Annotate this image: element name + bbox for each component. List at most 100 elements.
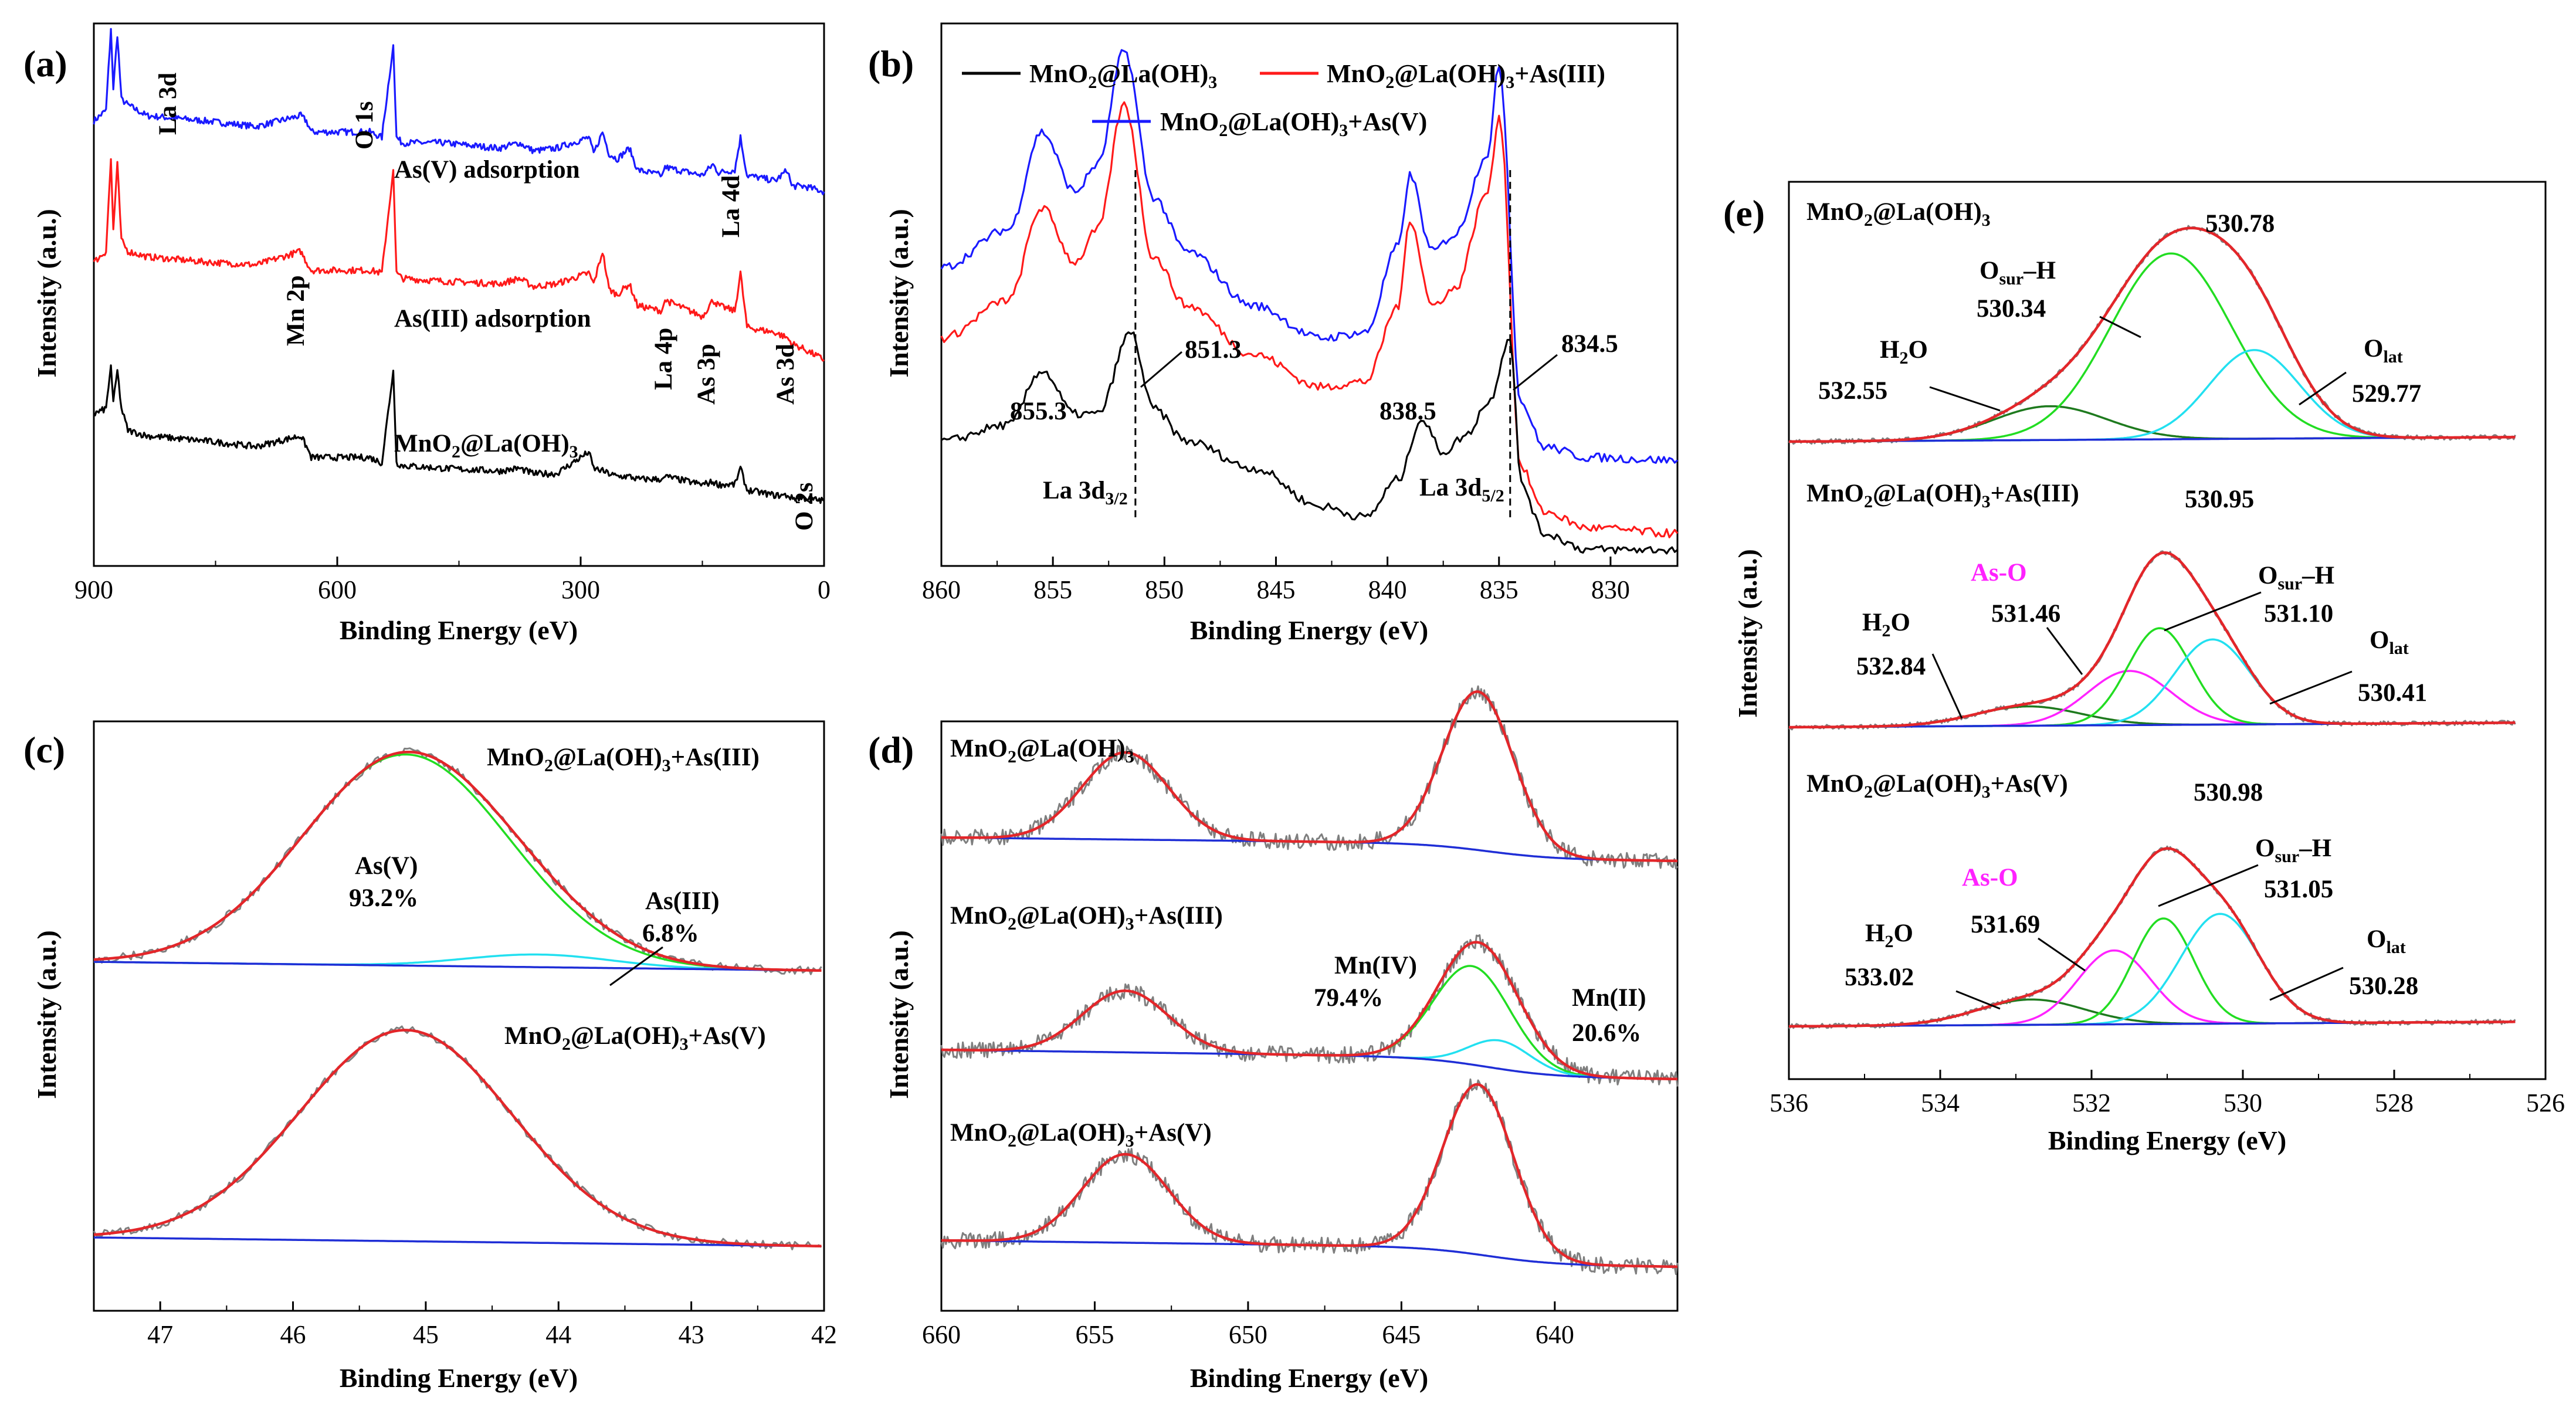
raw-e-0: [1788, 225, 2516, 445]
fit-d-2: [941, 1083, 1677, 1269]
annotation-la3d32: La 3d3/2: [1043, 477, 1128, 508]
label-olat-1: Olat: [2364, 335, 2403, 367]
arrow-osurh-3: [2158, 864, 2259, 907]
ylabel-b: Intensity (a.u.): [884, 209, 914, 378]
panel-b: (b) 860 855 850 845 840 835 830 MnO2@La(OH)3 M…: [868, 22, 1679, 645]
annotation-la3d: La 3d: [154, 73, 182, 135]
label-osurh-1: Osur–H: [1980, 257, 2056, 289]
ticks-b-xtick-label: 835: [1480, 575, 1519, 604]
legend-label-mno2: MnO2@La(OH)3: [1029, 59, 1217, 92]
xlabel-a: Binding Energy (eV): [340, 615, 578, 645]
label-mnii-pct: 20.6%: [1572, 1019, 1641, 1047]
raw-d-0: [940, 685, 1679, 870]
arrow-asiii: [609, 946, 663, 986]
label-asiii: As(III): [645, 887, 720, 915]
peak-e-1: 530.78: [2205, 210, 2275, 238]
label-e-3: MnO2@La(OH)3+As(V): [1806, 770, 2068, 802]
arrow-aso-3: [2038, 937, 2086, 972]
series-group-b: [940, 49, 1679, 555]
ticks-b-xtick-label: 830: [1591, 575, 1630, 604]
label-d-1: MnO2@La(OH)3: [950, 735, 1134, 767]
annotation-asiii-adsorption: As(III) adsorption: [394, 305, 591, 333]
ticks-c-xtick-label: 45: [413, 1320, 439, 1349]
label-asv: As(V): [355, 852, 418, 880]
raw-c-0: [93, 747, 822, 975]
ticks-a-xtick-label: 900: [74, 575, 113, 604]
value-osurh-2: 531.10: [2264, 600, 2333, 628]
panel-label-c: (c): [23, 729, 65, 771]
label-e-2: MnO2@La(OH)3+As(III): [1806, 480, 2079, 511]
raw-c-1: [93, 1025, 822, 1250]
label-asiii-pct: 6.8%: [642, 920, 699, 947]
ticks-d-xtick-label: 645: [1382, 1320, 1421, 1349]
ticks-d-xtick-label: 660: [922, 1320, 961, 1349]
arrow-osurh-2: [2164, 591, 2262, 632]
series-b-0: [940, 49, 1679, 464]
value-h2o-2: 532.84: [1856, 653, 1926, 680]
ticks-b-xtick-label: 855: [1033, 575, 1072, 604]
label-d-3: MnO2@La(OH)3+As(V): [950, 1119, 1212, 1151]
fit-e-1: [1789, 551, 2516, 729]
ylabel-a: Intensity (a.u.): [32, 209, 62, 378]
component-c-0: [93, 753, 822, 972]
label-e-1: MnO2@La(OH)3: [1806, 198, 1991, 230]
fit-d-1: [941, 941, 1678, 1081]
series-b-2: [941, 331, 1679, 555]
annotation-855-3: 855.3: [1010, 398, 1067, 425]
value-olat-3: 530.28: [2349, 972, 2418, 1000]
ticks-c-xtick-label: 42: [811, 1320, 837, 1349]
value-h2o-3: 533.02: [1845, 964, 1914, 991]
panel-c: (c) 47 46 45 44 43 42 Binding Energy (eV) Int…: [23, 720, 837, 1393]
axes-frame-b: [940, 22, 1679, 567]
ticks-e-xtick-label: 530: [2224, 1089, 2262, 1117]
legend-label-asiii: MnO2@La(OH)3+As(III): [1327, 59, 1605, 92]
arrow-h2o-1: [1929, 386, 2001, 412]
annotation-834-5: 834.5: [1561, 330, 1618, 358]
arrow-h2o-2: [1931, 653, 1963, 719]
ticks-e-xtick-label: 534: [1921, 1089, 1960, 1117]
panel-label-b: (b): [868, 43, 914, 84]
annotation-la4d: La 4d: [717, 175, 745, 238]
ticks-b-xtick-label: 850: [1145, 575, 1184, 604]
annotation-mn2p: Mn 2p: [282, 275, 310, 346]
series-group-d: [940, 685, 1679, 1275]
ticks-d: 660 655 650 645 640: [922, 1301, 1574, 1349]
legend-label-asv: MnO2@La(OH)3+As(V): [1160, 107, 1427, 140]
fit-d-0: [941, 690, 1677, 863]
panel-d: (d) 660 655 650 645 640 Binding Energy (eV) …: [868, 685, 1679, 1393]
legend-b: MnO2@La(OH)3 MnO2@La(OH)3+As(III) MnO2@L…: [962, 59, 1605, 140]
label-h2o-2: H2O: [1862, 609, 1910, 640]
ticks-c-xtick-label: 46: [280, 1320, 306, 1349]
ylabel-e: Intensity (a.u.): [1733, 549, 1762, 718]
fit-e-0: [1789, 226, 2516, 443]
label-c-bottom: MnO2@La(OH)3+As(V): [504, 1022, 766, 1054]
xlabel-d: Binding Energy (eV): [1190, 1363, 1428, 1393]
ticks-c: 47 46 45 44 43 42: [147, 1301, 837, 1349]
arrow-834-5: [1513, 354, 1558, 391]
annotation-la4p: La 4p: [650, 328, 677, 390]
ylabel-d: Intensity (a.u.): [884, 930, 914, 1099]
label-mniv: Mn(IV): [1334, 952, 1417, 979]
ticks-e-xtick-label: 536: [1770, 1089, 1808, 1117]
label-h2o-1: H2O: [1880, 336, 1928, 368]
baseline-c-1: [93, 1236, 822, 1247]
ticks-d-xtick-label: 640: [1536, 1320, 1574, 1349]
series-b-1: [940, 101, 1679, 538]
raw-d-1: [940, 934, 1679, 1087]
axes-frame-d: [940, 720, 1679, 1312]
label-osurh-3: Osur–H: [2255, 835, 2331, 866]
xlabel-c: Binding Energy (eV): [340, 1363, 578, 1393]
fit-c-1: [93, 1029, 822, 1248]
series-a-2: [93, 364, 825, 504]
ticks-e-xtick-label: 532: [2072, 1089, 2111, 1117]
xlabel-e: Binding Energy (eV): [2048, 1125, 2286, 1155]
ticks-e: 536 534 532 530 528 526: [1770, 1070, 2565, 1117]
series-a-0: [93, 28, 825, 195]
raw-d-2: [940, 1078, 1679, 1275]
panel-a: (a) 900 600 300 0 Binding Energy (eV) Inten…: [23, 22, 831, 645]
label-h2o-3: H2O: [1865, 920, 1913, 951]
ticks-c-xtick-label: 44: [545, 1320, 571, 1349]
ticks-d-xtick-label: 655: [1075, 1320, 1114, 1349]
arrow-olat-2: [2269, 670, 2353, 705]
